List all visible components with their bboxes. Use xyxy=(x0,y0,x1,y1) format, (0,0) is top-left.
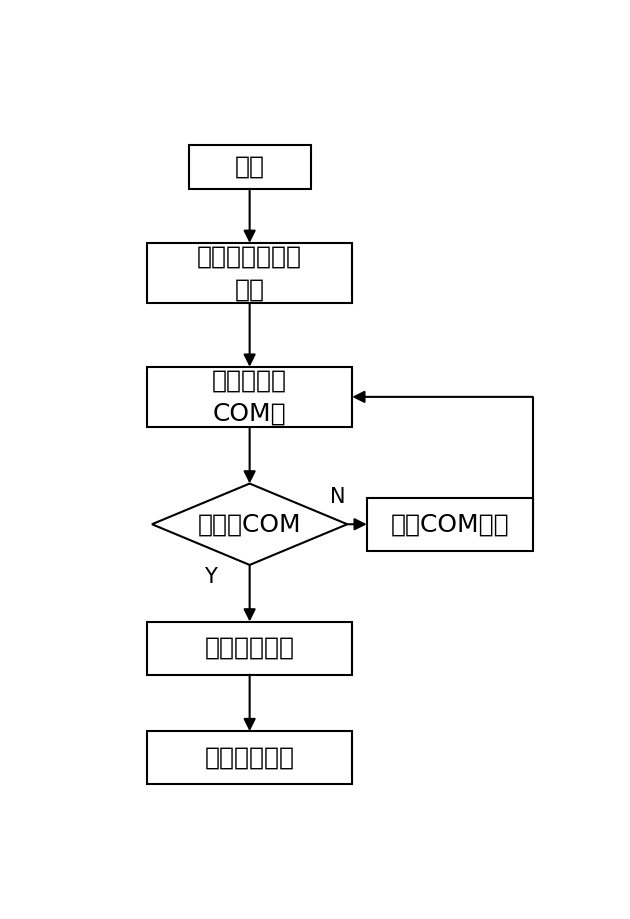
Bar xyxy=(147,621,352,675)
Polygon shape xyxy=(152,483,347,565)
Text: 初始化数据显示
单元: 初始化数据显示 单元 xyxy=(197,244,302,301)
Text: 配制串口参数: 配制串口参数 xyxy=(205,636,295,660)
Bar xyxy=(147,732,352,784)
Text: 开始: 开始 xyxy=(234,155,265,179)
Bar xyxy=(147,243,352,303)
Text: 刷新COM读取: 刷新COM读取 xyxy=(391,512,509,537)
Text: 等待开始测量: 等待开始测量 xyxy=(205,745,295,770)
Bar xyxy=(147,367,352,427)
Text: N: N xyxy=(329,486,345,506)
Bar xyxy=(367,498,533,550)
Text: 初始化两个
COM口: 初始化两个 COM口 xyxy=(212,369,287,425)
Text: Y: Y xyxy=(204,567,217,587)
Bar xyxy=(188,145,311,188)
Text: 未找到COM: 未找到COM xyxy=(198,512,301,537)
